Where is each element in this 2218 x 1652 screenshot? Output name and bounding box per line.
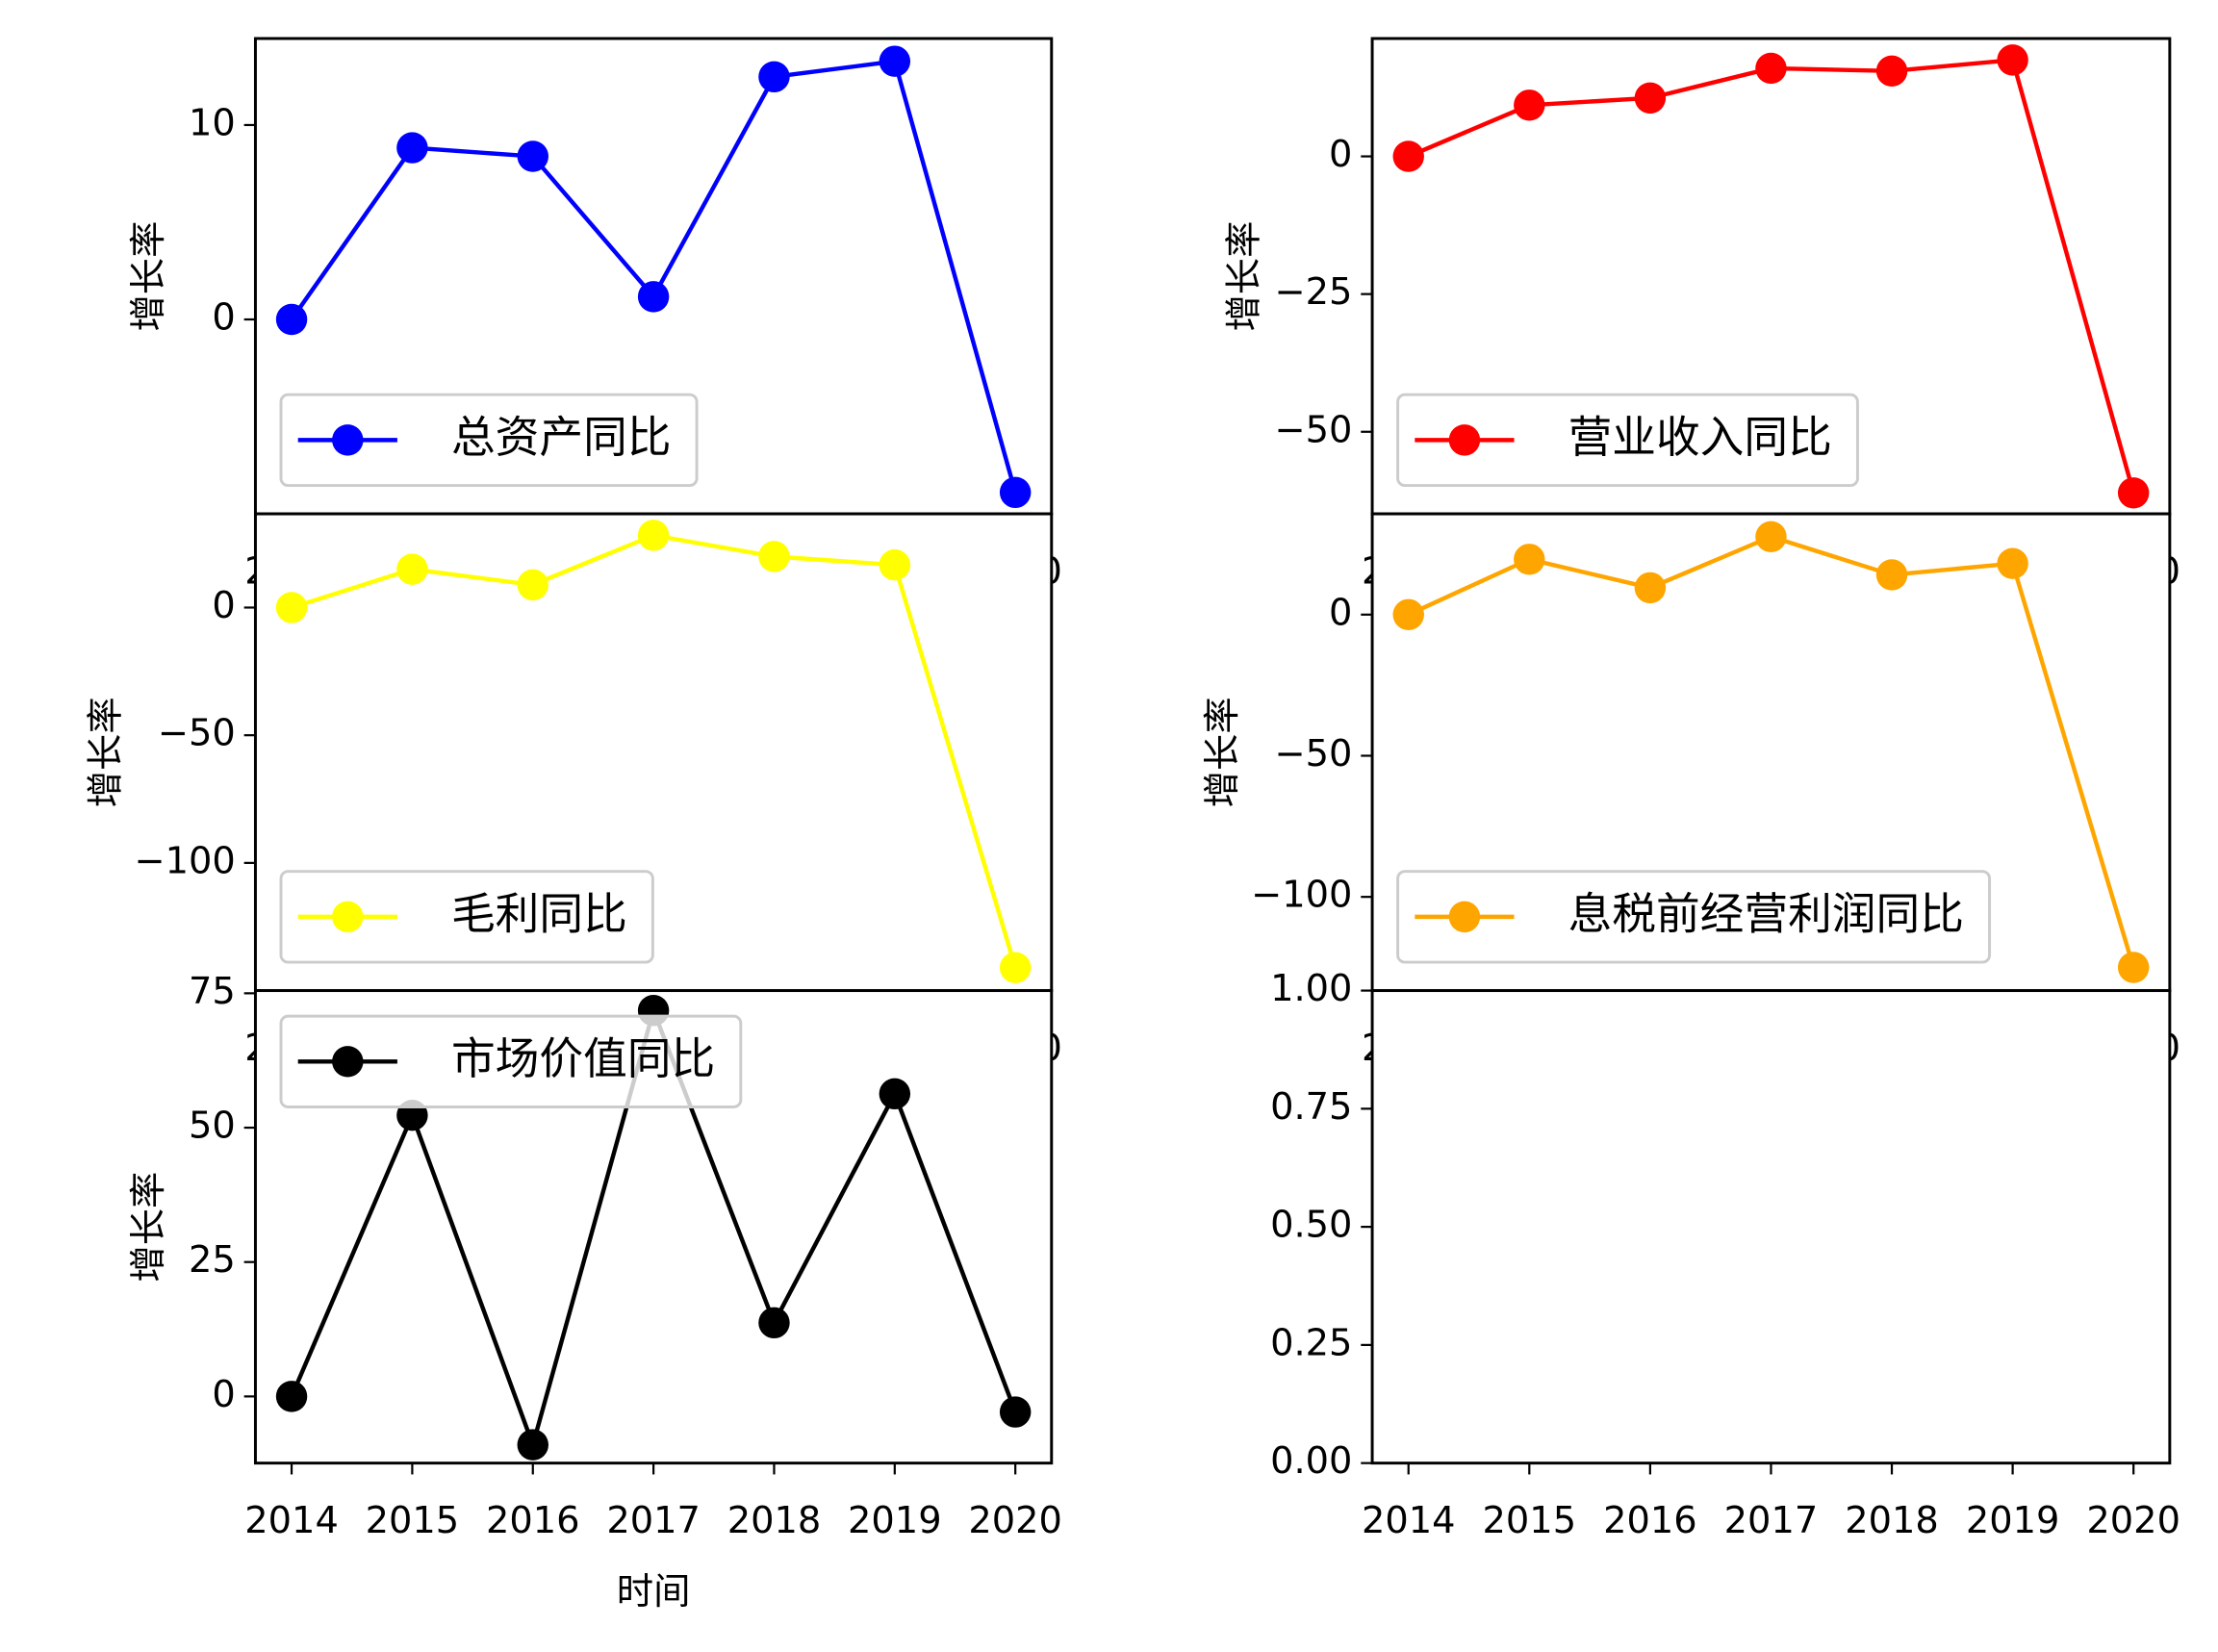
legend-box [279,870,654,964]
x-tick-label: 2015 [1483,1499,1577,1542]
y-axis-label: 增长率 [127,221,170,332]
y-tick-label: 0.25 [1270,1321,1352,1364]
point [758,61,790,93]
point [879,548,911,581]
y-tick-label: −50 [1275,408,1353,451]
y-axis-label: 增长率 [85,697,128,807]
legend-label: 市场价值同比 [451,1033,715,1084]
x-tick-label: 2020 [968,1499,1062,1542]
x-tick-label: 2016 [1603,1499,1697,1542]
point [517,569,548,601]
y-axis-label: 增长率 [127,1172,170,1283]
legend-marker [332,424,364,456]
y-tick-label: 0 [1329,133,1352,176]
point [396,553,428,585]
point [999,476,1032,509]
y-tick-label: −100 [1251,874,1352,917]
x-tick-label: 2014 [1362,1499,1456,1542]
y-tick-label: −100 [135,839,236,882]
legend-label: 毛利同比 [451,888,627,939]
legend-marker [332,1046,364,1078]
point [1997,44,2028,76]
y-tick-label: 50 [189,1105,236,1148]
subplot: 2014201520162017201820192020010增长率总资产同比 [127,37,1062,593]
point [1634,82,1667,114]
point [1755,52,1787,85]
subplot: 20142015201620172018201920200−25−50增长率营业… [1222,37,2180,593]
y-axis-label: 增长率 [1222,221,1265,332]
point [1514,544,1545,575]
x-axis-label: 时间 [617,1570,691,1614]
point [2117,477,2150,509]
legend-label: 营业收入同比 [1568,412,1832,463]
legend-box [279,1014,743,1108]
legend-label: 息税前经营利润同比 [1568,888,1964,939]
point [1514,89,1545,121]
y-tick-label: 0 [212,584,235,627]
point [758,1307,790,1339]
legend-box [1396,870,1992,964]
y-tick-label: 0 [212,296,235,340]
x-tick-label: 2014 [244,1499,339,1542]
point [275,303,308,336]
x-tick-label: 2019 [848,1499,942,1542]
y-tick-label: 0.00 [1270,1439,1352,1483]
y-tick-label: 10 [189,101,236,144]
axes-background [1372,990,2170,1463]
y-tick-label: −25 [1275,270,1353,314]
point [1997,547,2028,579]
point [637,520,670,551]
subplot: 20142015201620172018201920200−50−100增长率毛… [85,512,1062,1070]
x-tick-label: 2018 [1845,1499,1939,1542]
y-tick-label: 25 [189,1238,236,1282]
legend-box [1396,393,1859,488]
x-tick-label: 2016 [486,1499,580,1542]
y-tick-label: −50 [1275,732,1353,775]
y-tick-label: 0 [212,1373,235,1416]
point [2117,952,2150,983]
point [1392,140,1424,172]
x-tick-label: 2020 [2086,1499,2180,1542]
point [275,1381,308,1412]
point [758,541,790,572]
y-tick-label: 0.75 [1270,1085,1352,1129]
point [1755,521,1787,553]
legend-label: 总资产同比 [451,412,672,463]
point [1875,55,1908,88]
point [1634,572,1667,604]
point [275,592,308,623]
y-tick-label: −50 [158,712,236,755]
y-axis-label: 增长率 [1201,697,1244,807]
point [999,1396,1032,1428]
point [637,281,670,313]
point [1875,559,1908,591]
y-tick-label: 0 [1329,591,1352,634]
point [517,140,548,172]
legend-marker [1448,424,1481,456]
point [1392,598,1424,631]
point [879,45,911,77]
subplot: 2014 2015 2016 2017 2018 2019 2020 0 25 50 75 增长率时间… [127,970,1062,1614]
point [517,1429,548,1461]
axes-frame [1370,989,2172,1465]
y-tick-label: 0.50 [1270,1204,1352,1247]
legend-marker [332,901,364,933]
x-tick-label: 2018 [727,1499,822,1542]
legend-marker [1448,901,1481,933]
x-tick-label: 2017 [606,1499,701,1542]
y-tick-label: 75 [189,970,236,1013]
x-tick-label: 2015 [366,1499,460,1542]
point [396,132,428,164]
axes-frame [253,989,1054,1465]
x-tick-label: 2017 [1724,1499,1819,1542]
x-tick-label: 2019 [1966,1499,2060,1542]
y-tick-label: 1.00 [1270,967,1352,1010]
point [999,952,1032,983]
subplot: 2014 2015 2016 2017 2018 2019 2020 0.00 0.25 0.50… [1270,967,2180,1542]
legend-box [279,393,699,488]
point [879,1078,911,1110]
